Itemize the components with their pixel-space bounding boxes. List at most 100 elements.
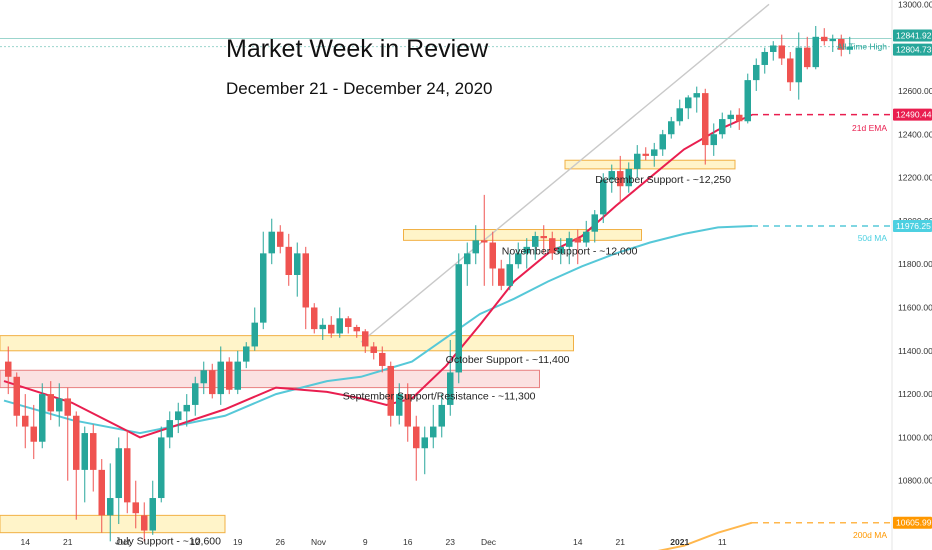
candle-body (166, 420, 173, 438)
candle-body (5, 361, 12, 377)
candle-body (404, 394, 411, 427)
candle-body (719, 119, 726, 135)
candle-body (464, 253, 471, 265)
time-tick-label: 19 (233, 537, 243, 547)
support-zone-label: November Support - ~12,000 (502, 245, 638, 257)
candle-body (115, 448, 122, 499)
support-zone (0, 369, 540, 389)
candle-body (642, 153, 649, 156)
support-zone (0, 335, 574, 352)
time-tick-label: 16 (403, 537, 413, 547)
candle-body (183, 404, 190, 412)
chart-subtitle: December 21 - December 24, 2020 (226, 79, 492, 98)
candles (5, 25, 853, 542)
candle-body (617, 171, 624, 187)
chart-title: Market Week in Review (226, 35, 489, 63)
candle-body (387, 365, 394, 416)
candle-body (625, 168, 632, 187)
support-zone (564, 159, 736, 170)
candle-body (345, 318, 352, 327)
candle-body (736, 114, 743, 122)
candle-body (98, 469, 105, 516)
candle-body (243, 346, 250, 362)
price-tags: All Time High 21d EMA 50d MA 200d MA 12841.9… (837, 29, 932, 540)
candle-body (260, 253, 267, 323)
price-tick-label: 11000.00 (898, 432, 932, 442)
candle-body (846, 46, 853, 50)
candle-body (13, 376, 20, 416)
candle-body (821, 36, 828, 42)
candle-body (149, 498, 156, 531)
time-tick-label: 11 (718, 537, 727, 547)
price-tag (893, 220, 932, 233)
price-tag (893, 108, 932, 121)
candle-body (685, 97, 692, 109)
price-tick-label: 12600.00 (898, 86, 932, 96)
candle-body (81, 433, 88, 470)
candle-body (498, 268, 505, 286)
zone-labels: July Support - ~10,600 September Support/… (115, 174, 731, 548)
candle-body (532, 236, 539, 247)
time-tick-label: 12 (191, 537, 201, 547)
candle-body (829, 38, 836, 42)
time-tick-label: 23 (446, 537, 456, 547)
time-tick-label: Oct (116, 537, 130, 547)
candle-body (838, 38, 845, 50)
time-tick-label: 21 (616, 537, 626, 547)
candle-body (175, 411, 182, 421)
price-tag-text: 12804.73 (896, 45, 932, 55)
candle-body (73, 415, 80, 470)
candle-body (421, 437, 428, 449)
support-zone-label: July Support - ~10,600 (115, 536, 221, 548)
candle-body (659, 134, 666, 150)
candle-body (804, 47, 811, 68)
candle-body (362, 331, 369, 347)
candle-body (566, 238, 573, 247)
candle-body (472, 240, 479, 254)
candle-body (778, 45, 785, 59)
time-tick-label: 14 (573, 537, 583, 547)
price-tag (893, 516, 932, 529)
candle-body (676, 108, 683, 122)
candle-body (583, 231, 590, 243)
candle-body (56, 398, 63, 412)
candle-body (328, 324, 335, 334)
candle-body (455, 264, 462, 373)
price-tag (893, 43, 932, 56)
candle-body (574, 238, 581, 243)
candle-body (30, 426, 37, 442)
candle-body (107, 498, 114, 516)
candle-body (438, 404, 445, 427)
candle-body (506, 264, 513, 286)
candle-body (336, 318, 343, 334)
candle-body (277, 231, 284, 247)
candle-body (600, 179, 607, 215)
candle-body (523, 246, 530, 254)
candle-body (591, 214, 598, 232)
candle-body (141, 515, 148, 531)
candle-body (47, 394, 54, 412)
candle-body (608, 171, 615, 180)
price-tag-text: 12841.92 (896, 31, 932, 41)
candle-body (192, 383, 199, 405)
candle-body (668, 121, 675, 135)
indicator-name-label: 200d MA (853, 530, 887, 540)
price-tick-label: 11200.00 (898, 389, 932, 399)
candle-body (787, 58, 794, 83)
support-zone-label: October Support - ~11,400 (446, 354, 570, 366)
candle-body (795, 47, 802, 83)
price-tick-label: 11800.00 (898, 259, 932, 269)
time-tick-label: Dec (481, 537, 497, 547)
price-tick-label: 13000.00 (898, 0, 932, 9)
sma200-line (657, 521, 753, 550)
time-tick-label: Nov (311, 537, 327, 547)
candle-body (132, 502, 139, 514)
candle-body (353, 326, 360, 332)
price-tick-label: 11600.00 (898, 302, 932, 312)
ema21-line (3, 113, 753, 439)
candle-body (39, 394, 46, 442)
candle-body (319, 324, 326, 330)
support-zone-label: September Support/Resistance - ~11,300 (343, 391, 536, 403)
price-tick-label: 12400.00 (898, 129, 932, 139)
indicator-name-label: 50d MA (858, 233, 888, 243)
